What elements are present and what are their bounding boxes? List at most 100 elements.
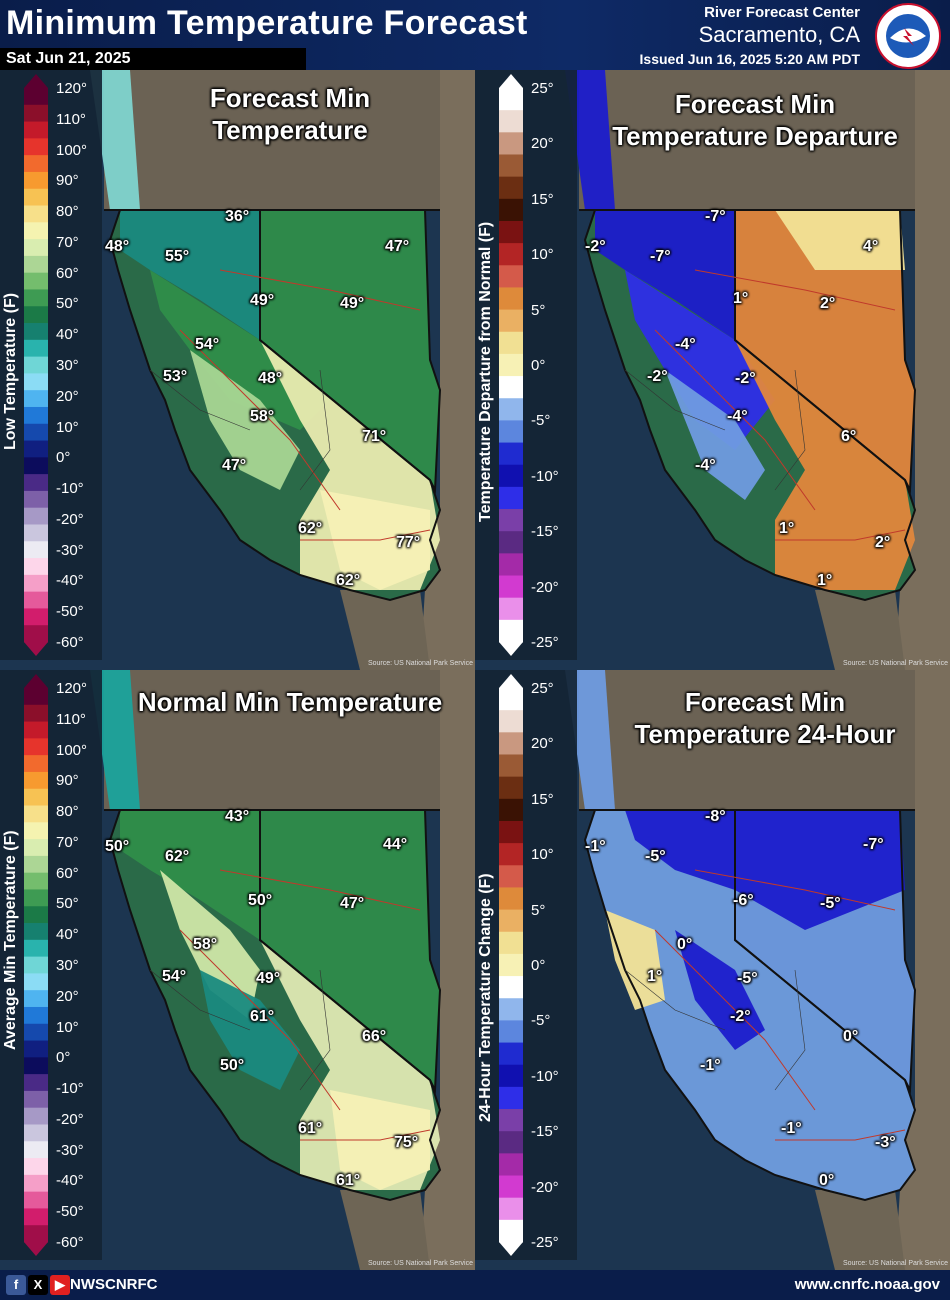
legend-tick: -30° (56, 1141, 84, 1159)
panel-p3: 120° 110° 100° 90° 80° 70° 60° 50° 40° 30° 20° 10° 0… (0, 670, 475, 1270)
source-credit: Source: US National Park Service (842, 1260, 948, 1267)
panel-p4: 25° 20° 15° 10° 5° 0° -5° -10° -15° -20° -25° 24-Ho… (475, 670, 950, 1270)
station-value-label: 50° (220, 1057, 245, 1074)
panel-p1: 120° 110° 100° 90° 80° 70° 60° 50° 40° 30° 20° 10° 0… (0, 70, 475, 670)
station-value-label: -2° (730, 1008, 751, 1025)
legend-tick: 5° (531, 901, 546, 919)
legend-tick: -5° (531, 1012, 551, 1030)
legend-tick: 20° (531, 735, 554, 753)
station-value-label: -1° (585, 838, 606, 855)
station-value-label: -7° (650, 248, 671, 265)
station-value-label: -2° (585, 238, 606, 255)
station-value-label: 49° (256, 970, 281, 987)
legend-tick: 40° (56, 926, 79, 944)
legend-tick: 90° (56, 172, 79, 190)
legend-tick: -15° (531, 523, 559, 541)
youtube-icon[interactable]: ▶ (50, 1275, 70, 1295)
legend-p2: 25° 20° 15° 10° 5° 0° -5° -10° -15° -20° -25° Tempe… (475, 70, 577, 660)
station-value-label: 47° (385, 238, 410, 255)
legend-tick: 100° (56, 741, 88, 759)
station-value-label: -1° (781, 1120, 802, 1137)
header-bar: Minimum Temperature Forecast Sat Jun 21,… (0, 0, 950, 70)
legend-tick: -20° (56, 510, 84, 528)
map-p4 (475, 670, 950, 1270)
forecast-date: Sat Jun 21, 2025 (0, 48, 306, 70)
x-icon[interactable]: X (28, 1275, 48, 1295)
office-name: River Forecast Center (704, 4, 860, 21)
legend-colorbar (24, 74, 48, 656)
panel-title: Forecast Min Temperature (209, 83, 371, 145)
station-value-label: 1° (779, 520, 795, 537)
legend-tick: -40° (56, 1172, 84, 1190)
legend-tick: 60° (56, 864, 79, 882)
legend-tick: -50° (56, 603, 84, 621)
panel-title: Forecast Min Temperature 24-Hour (634, 687, 896, 749)
station-value-label: 47° (222, 457, 247, 474)
station-value-label: 48° (105, 238, 130, 255)
legend-tick: 10° (531, 846, 554, 864)
station-value-label: -5° (820, 895, 841, 912)
station-value-label: -3° (875, 1134, 896, 1151)
station-value-label: 43° (225, 808, 250, 825)
legend-tick: 10° (56, 418, 79, 436)
legend-colorbar (499, 674, 523, 1256)
station-value-label: 0° (843, 1028, 859, 1045)
nws-logo-icon (875, 3, 941, 69)
station-value-label: 44° (383, 836, 408, 853)
station-value-label: 2° (875, 534, 891, 551)
source-credit: Source: US National Park Service (367, 1260, 473, 1267)
legend-axis-label: Temperature Departure from Normal (F) (477, 221, 494, 522)
legend-tick: 80° (56, 803, 79, 821)
legend-tick: -20° (531, 1178, 559, 1196)
legend-tick: 110° (56, 710, 86, 728)
legend-tick: 0° (531, 957, 546, 974)
station-value-label: 0° (819, 1172, 835, 1189)
panel-title: Forecast Min Temperature Departure (612, 89, 898, 151)
office-location: Sacramento, CA (698, 22, 860, 47)
legend-tick: -10° (531, 467, 559, 485)
legend-tick: 60° (56, 264, 79, 282)
legend-tick: 20° (531, 135, 554, 153)
legend-p3: 120° 110° 100° 90° 80° 70° 60° 50° 40° 30° 20° 10° 0… (0, 670, 102, 1260)
station-value-label: 53° (163, 368, 188, 385)
website-link[interactable]: www.cnrfc.noaa.gov (794, 1276, 940, 1293)
legend-tick: 25° (531, 680, 554, 697)
station-value-label: -6° (733, 892, 754, 909)
issued-time: Issued Jun 16, 2025 5:20 AM PDT (639, 51, 860, 67)
legend-tick: -10° (531, 1067, 559, 1085)
station-value-label: 71° (362, 428, 387, 445)
legend-tick: 110° (56, 110, 86, 128)
station-value-label: -5° (737, 970, 758, 987)
legend-tick: 30° (56, 357, 79, 374)
station-value-label: 62° (336, 572, 361, 589)
legend-tick: 30° (56, 957, 79, 974)
station-value-label: 4° (863, 238, 879, 255)
source-credit: Source: US National Park Service (842, 660, 948, 667)
station-value-label: 49° (340, 295, 365, 312)
legend-axis-label: Average Min Temperature (F) (2, 830, 19, 1050)
station-value-label: 66° (362, 1028, 387, 1045)
legend-tick: -25° (531, 634, 559, 651)
station-value-label: -4° (727, 408, 748, 425)
station-value-label: 58° (250, 408, 275, 425)
station-value-label: 58° (193, 936, 218, 953)
facebook-icon[interactable]: f (6, 1275, 26, 1295)
station-value-label: 62° (298, 520, 323, 537)
station-value-label: 1° (817, 572, 833, 589)
station-value-label: 50° (105, 838, 130, 855)
legend-tick: 70° (56, 233, 79, 251)
legend-tick: 0° (531, 357, 546, 374)
station-value-label: 54° (162, 968, 187, 985)
legend-tick: -50° (56, 1203, 84, 1221)
page-title: Minimum Temperature Forecast (6, 4, 528, 42)
legend-tick: 100° (56, 141, 88, 159)
station-value-label: -8° (705, 808, 726, 825)
legend-tick: 120° (56, 80, 88, 97)
legend-tick: -10° (56, 1080, 84, 1098)
social-handle[interactable]: NWSCNRFC (70, 1276, 158, 1293)
station-value-label: -7° (863, 836, 884, 853)
panel-title: Normal Min Temperature (137, 687, 443, 717)
source-credit: Source: US National Park Service (367, 660, 473, 667)
station-value-label: 50° (248, 892, 273, 909)
legend-colorbar (499, 74, 523, 656)
